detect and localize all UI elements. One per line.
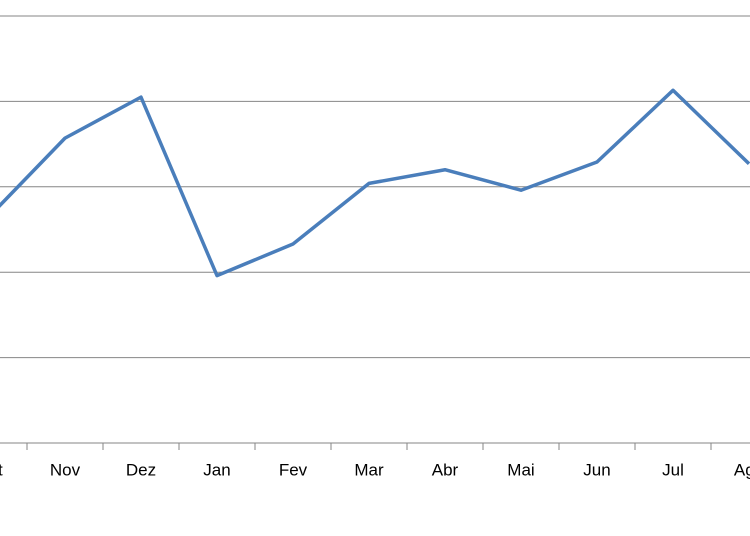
x-tick-label: Jun (583, 460, 610, 479)
x-tick-label: Ago (734, 460, 750, 479)
x-tick-label: Jul (662, 460, 684, 479)
x-tick-label: Abr (432, 460, 459, 479)
x-tick-label: Dez (126, 460, 156, 479)
data-line (0, 88, 750, 278)
x-tick-label: Fev (279, 460, 308, 479)
x-tick-label: Nov (50, 460, 81, 479)
x-tick-label: Jan (203, 460, 230, 479)
x-tick-label: Out (0, 460, 3, 479)
x-tick-label: Mar (354, 460, 384, 479)
x-tick-label: Mai (507, 460, 534, 479)
